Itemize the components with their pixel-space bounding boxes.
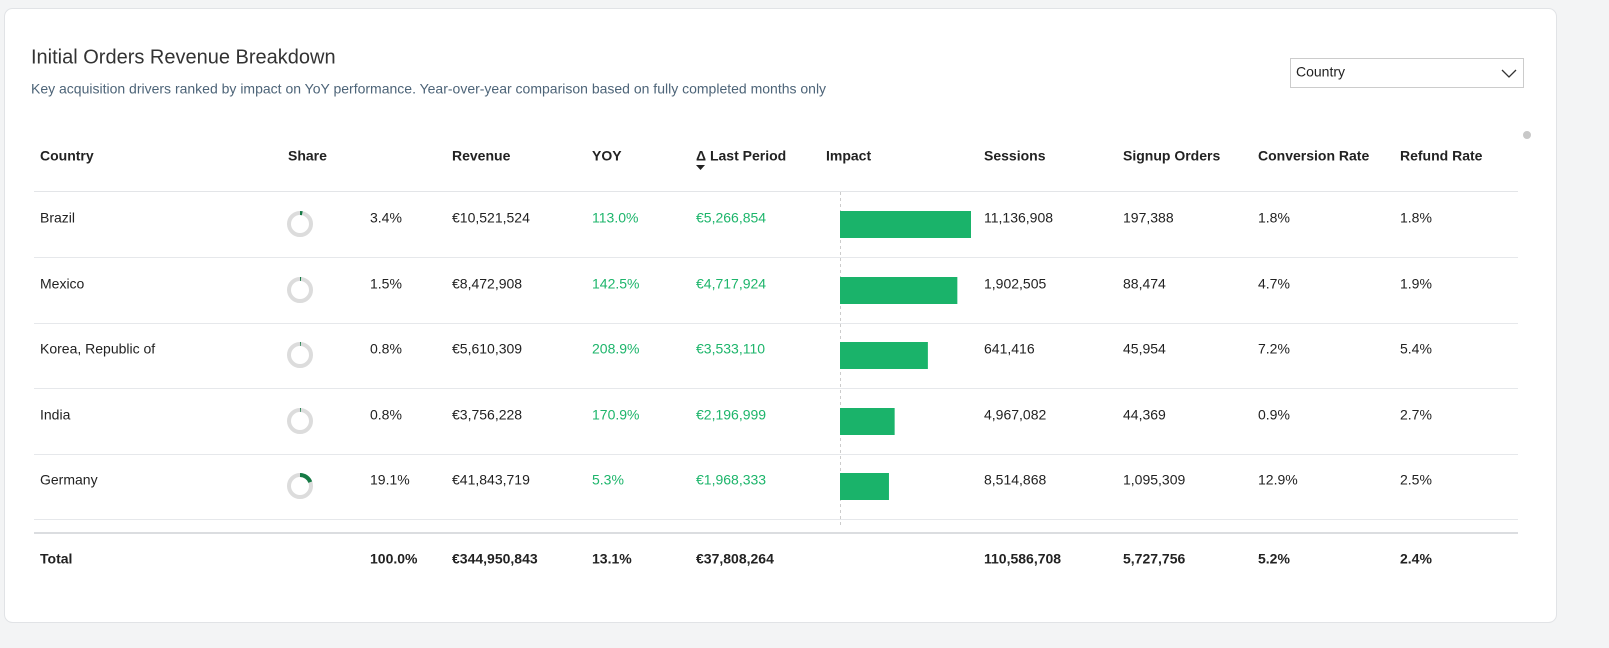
revenue-cell: €5,610,309 [452, 341, 522, 357]
share-cell: 19.1% [370, 472, 410, 488]
impact-bar [840, 211, 971, 238]
delta-cell: €3,533,110 [696, 341, 765, 357]
column-header[interactable]: Revenue [452, 148, 511, 164]
total-signup-orders: 5,727,756 [1123, 551, 1185, 567]
refund-rate-cell: 2.5% [1400, 472, 1432, 488]
signup-orders-cell: 44,369 [1123, 407, 1166, 423]
sessions-cell: 1,902,505 [984, 276, 1046, 292]
scrollbar-thumb[interactable] [1523, 131, 1531, 139]
share-cell: 0.8% [370, 407, 402, 423]
yoy-cell: 142.5% [592, 276, 639, 292]
share-donut-arc [287, 342, 313, 368]
conversion-rate-cell: 7.2% [1258, 341, 1290, 357]
share-cell: 1.5% [370, 276, 402, 292]
delta-cell: €2,196,999 [696, 407, 766, 423]
signup-orders-cell: 197,388 [1123, 210, 1174, 226]
total-conversion-rate: 5.2% [1258, 551, 1290, 567]
conversion-rate-cell: 12.9% [1258, 472, 1298, 488]
share-donut-arc [287, 473, 313, 499]
conversion-rate-cell: 1.8% [1258, 210, 1290, 226]
column-header[interactable]: Country [40, 148, 94, 164]
yoy-cell: 208.9% [592, 341, 639, 357]
impact-bar [840, 277, 958, 304]
delta-cell: €5,266,854 [696, 210, 766, 226]
column-header[interactable]: Refund Rate [1400, 148, 1483, 164]
total-yoy: 13.1% [592, 551, 632, 567]
dropdown-box[interactable] [1290, 58, 1524, 88]
conversion-rate-cell: 4.7% [1258, 276, 1290, 292]
impact-bar [840, 408, 895, 435]
revenue-cell: €10,521,524 [452, 210, 530, 226]
total-country: Total [40, 551, 72, 567]
country-cell: Korea, Republic of [40, 341, 155, 357]
column-header[interactable]: Impact [826, 148, 871, 164]
total-revenue: €344,950,843 [452, 551, 538, 567]
column-header[interactable]: Share [288, 148, 327, 164]
column-header[interactable]: Δ Last Period [696, 148, 786, 164]
yoy-cell: 5.3% [592, 472, 624, 488]
country-cell: India [40, 407, 71, 423]
refund-rate-cell: 1.9% [1400, 276, 1432, 292]
country-cell: Brazil [40, 210, 75, 226]
sort-indicator[interactable] [696, 165, 705, 170]
refund-rate-cell: 1.8% [1400, 210, 1432, 226]
sessions-cell: 8,514,868 [984, 472, 1046, 488]
signup-orders-cell: 1,095,309 [1123, 472, 1185, 488]
refund-rate-cell: 2.7% [1400, 407, 1432, 423]
delta-cell: €4,717,924 [696, 276, 766, 292]
dropdown-value[interactable]: Country [1296, 64, 1345, 80]
share-donut-arc [287, 408, 313, 434]
impact-bar [840, 342, 928, 369]
column-header[interactable]: Conversion Rate [1258, 148, 1369, 164]
column-header[interactable]: Signup Orders [1123, 148, 1220, 164]
total-delta: €37,808,264 [696, 551, 774, 567]
share-donut-arc [287, 277, 313, 303]
column-header[interactable]: YOY [592, 148, 622, 164]
signup-orders-cell: 88,474 [1123, 276, 1166, 292]
column-header[interactable]: Sessions [984, 148, 1046, 164]
sessions-cell: 641,416 [984, 341, 1035, 357]
total-refund-rate: 2.4% [1400, 551, 1432, 567]
signup-orders-cell: 45,954 [1123, 341, 1166, 357]
share-donut-arc [287, 211, 313, 237]
revenue-cell: €41,843,719 [452, 472, 530, 488]
dropdown-arrow[interactable] [1501, 69, 1517, 78]
country-cell: Germany [40, 472, 98, 488]
dropdown[interactable]: Country [1290, 58, 1524, 88]
title: Initial Orders Revenue Breakdown [31, 46, 336, 68]
revenue-cell: €3,756,228 [452, 407, 522, 423]
yoy-cell: 113.0% [592, 210, 638, 226]
delta-cell: €1,968,333 [696, 472, 766, 488]
sessions-cell: 11,136,908 [984, 210, 1053, 226]
subtitle: Key acquisition drivers ranked by impact… [31, 81, 826, 97]
card [4, 8, 1557, 623]
total-share: 100.0% [370, 551, 418, 567]
country-cell: Mexico [40, 276, 85, 292]
share-cell: 0.8% [370, 341, 402, 357]
revenue-cell: €8,472,908 [452, 276, 522, 292]
impact-bar [840, 473, 889, 500]
yoy-cell: 170.9% [592, 407, 639, 423]
sessions-cell: 4,967,082 [984, 407, 1046, 423]
refund-rate-cell: 5.4% [1400, 341, 1432, 357]
conversion-rate-cell: 0.9% [1258, 407, 1290, 423]
share-cell: 3.4% [370, 210, 402, 226]
total-sessions: 110,586,708 [984, 551, 1061, 567]
